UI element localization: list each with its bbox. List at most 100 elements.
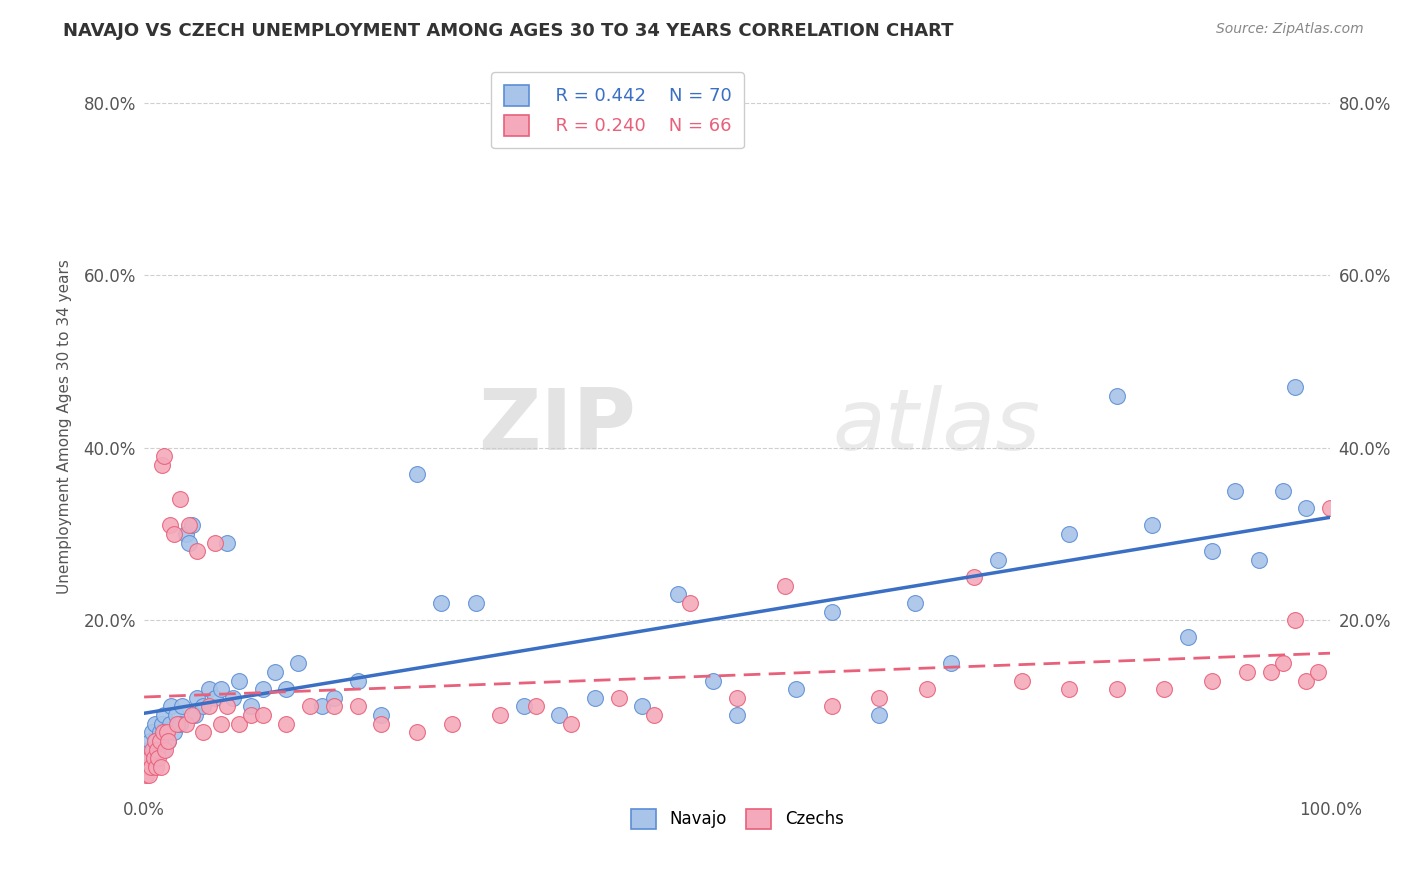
Point (136, 760, 159, 774)
Point (785, 682, 807, 697)
Point (583, 690, 606, 705)
Point (209, 682, 232, 697)
Point (166, 716, 188, 731)
Point (141, 725, 163, 739)
Point (160, 699, 183, 714)
Point (429, 596, 451, 610)
Point (725, 708, 748, 723)
Point (186, 544, 208, 558)
Point (666, 587, 689, 601)
Point (193, 725, 215, 739)
Point (904, 596, 927, 610)
Point (1308, 665, 1330, 679)
Point (489, 708, 512, 723)
Point (152, 725, 174, 739)
Point (174, 527, 197, 541)
Point (198, 699, 221, 714)
Point (138, 760, 160, 774)
Point (222, 690, 245, 705)
Point (465, 596, 488, 610)
Point (179, 518, 201, 533)
Point (149, 734, 172, 748)
Point (143, 716, 166, 731)
Point (1011, 673, 1033, 688)
Point (252, 708, 274, 723)
Text: Source: ZipAtlas.com: Source: ZipAtlas.com (1216, 22, 1364, 37)
Point (263, 665, 285, 679)
Point (1225, 483, 1247, 498)
Point (209, 716, 232, 731)
Point (311, 699, 333, 714)
Point (135, 768, 157, 782)
Y-axis label: Unemployment Among Ages 30 to 34 years: Unemployment Among Ages 30 to 34 years (58, 259, 72, 593)
Point (869, 690, 891, 705)
Point (172, 699, 194, 714)
Point (1271, 483, 1294, 498)
Point (217, 699, 239, 714)
Point (679, 596, 702, 610)
Point (322, 690, 344, 705)
Point (322, 699, 344, 714)
Point (631, 699, 654, 714)
Point (142, 751, 165, 765)
Point (276, 716, 298, 731)
Point (186, 690, 208, 705)
Point (1236, 665, 1258, 679)
Point (1057, 527, 1080, 541)
Point (143, 734, 166, 748)
Point (406, 725, 429, 739)
Point (915, 682, 938, 697)
Point (149, 760, 172, 774)
Point (287, 657, 309, 671)
Point (228, 673, 250, 688)
Point (773, 579, 796, 593)
Point (370, 708, 392, 723)
Point (702, 673, 724, 688)
Point (1284, 613, 1306, 627)
Point (146, 742, 169, 756)
Point (725, 690, 748, 705)
Point (148, 734, 170, 748)
Point (939, 657, 962, 671)
Point (174, 716, 197, 731)
Point (165, 708, 187, 723)
Point (346, 699, 368, 714)
Point (276, 682, 298, 697)
Point (142, 742, 165, 756)
Point (139, 734, 162, 748)
Point (141, 751, 163, 765)
Point (150, 458, 173, 472)
Point (138, 768, 160, 782)
Point (441, 716, 464, 731)
Point (963, 570, 986, 584)
Point (155, 725, 177, 739)
Text: NAVAJO VS CZECH UNEMPLOYMENT AMONG AGES 30 TO 34 YEARS CORRELATION CHART: NAVAJO VS CZECH UNEMPLOYMENT AMONG AGES … (63, 22, 953, 40)
Point (1201, 673, 1223, 688)
Point (141, 742, 163, 756)
Point (156, 734, 179, 748)
Point (1295, 501, 1317, 516)
Point (153, 708, 176, 723)
Point (239, 699, 262, 714)
Point (148, 742, 170, 756)
Point (1105, 389, 1128, 403)
Point (159, 716, 181, 731)
Point (1177, 631, 1199, 645)
Legend: Navajo, Czechs: Navajo, Czechs (624, 802, 851, 836)
Point (155, 742, 177, 756)
Point (1260, 665, 1282, 679)
Point (1142, 518, 1164, 533)
Point (148, 751, 170, 765)
Point (1295, 673, 1317, 688)
Point (179, 535, 201, 549)
Point (1284, 380, 1306, 394)
Point (145, 734, 167, 748)
Point (869, 708, 891, 723)
Point (198, 682, 221, 697)
Point (150, 716, 173, 731)
Point (180, 708, 202, 723)
Point (169, 716, 191, 731)
Point (139, 751, 162, 765)
Point (406, 467, 429, 481)
Text: ZIP: ZIP (478, 384, 637, 467)
